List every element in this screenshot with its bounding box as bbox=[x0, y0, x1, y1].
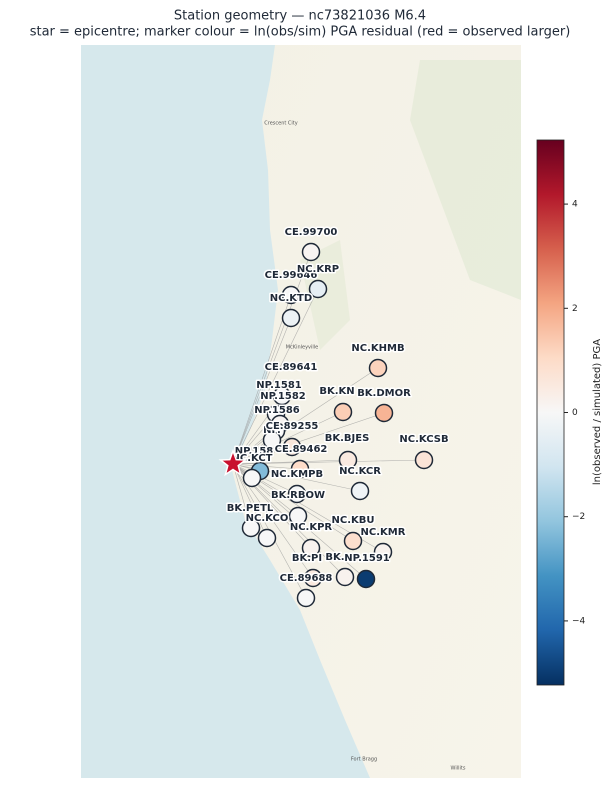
station-label: NC.KRP bbox=[297, 264, 339, 275]
station-marker bbox=[296, 588, 316, 608]
station-label: CE.89255 bbox=[266, 421, 319, 432]
station-marker bbox=[301, 242, 321, 262]
station-label: BK.PETL bbox=[227, 503, 274, 514]
colorbar-tick-label: 2 bbox=[572, 304, 578, 314]
station-marker bbox=[374, 403, 394, 423]
place-label: Fort Bragg bbox=[351, 757, 377, 763]
ray bbox=[232, 463, 268, 539]
ray bbox=[232, 251, 312, 465]
station-marker bbox=[290, 459, 310, 479]
station-marker bbox=[338, 450, 358, 470]
ray bbox=[232, 463, 252, 529]
station-marker bbox=[301, 538, 321, 558]
station-marker bbox=[242, 468, 262, 488]
station-label: NC.KBU bbox=[332, 515, 375, 526]
station-marker bbox=[281, 285, 301, 305]
station-marker bbox=[333, 402, 353, 422]
colorbar-tick-label: −4 bbox=[572, 616, 586, 626]
station-label: NC.KHMB bbox=[351, 343, 404, 354]
colorbar-tick-label: 0 bbox=[572, 408, 578, 418]
ray bbox=[232, 411, 344, 465]
station-label: NP. bbox=[263, 425, 281, 436]
station-label: BK.PI bbox=[292, 553, 322, 564]
station-marker bbox=[373, 542, 393, 562]
station-label: NC.KPR bbox=[290, 522, 333, 533]
station-label: NC.KTD bbox=[270, 293, 312, 304]
ray bbox=[232, 317, 292, 465]
station-marker bbox=[368, 358, 388, 378]
station-label: CE.89641 bbox=[265, 362, 318, 373]
station-label: BK. bbox=[325, 552, 344, 563]
station-marker bbox=[282, 437, 302, 457]
colorbar-tick-label: −2 bbox=[572, 512, 585, 522]
place-label: Crescent City bbox=[264, 121, 298, 127]
ray bbox=[232, 463, 299, 517]
subtitle: star = epicentre; marker colour = ln(obs… bbox=[30, 25, 571, 40]
ray bbox=[232, 412, 385, 465]
station-marker bbox=[262, 430, 282, 450]
station-label: NP.1582 bbox=[260, 391, 306, 402]
station-marker bbox=[287, 484, 307, 504]
station-marker bbox=[241, 518, 261, 538]
station-marker bbox=[257, 528, 277, 548]
station-label: BK.DMOR bbox=[357, 388, 411, 399]
station-label: NP.1586 bbox=[254, 405, 300, 416]
station-marker bbox=[356, 569, 376, 589]
station-marker bbox=[272, 386, 292, 406]
ray bbox=[232, 463, 298, 495]
station-label: BK.KN bbox=[319, 386, 354, 397]
station-label: CE.99646 bbox=[265, 270, 318, 281]
station-label: CE.89688 bbox=[280, 573, 333, 584]
epicentre bbox=[218, 448, 248, 477]
ray bbox=[232, 288, 319, 465]
place-labels: Crescent City McKinleyville Fort Bragg Will… bbox=[264, 121, 466, 772]
station-marker bbox=[343, 531, 363, 551]
ray bbox=[232, 413, 277, 465]
colorbar-tick-label: 4 bbox=[572, 200, 578, 210]
station-marker bbox=[414, 450, 434, 470]
station-marker bbox=[288, 506, 308, 526]
ray bbox=[232, 294, 292, 465]
station-marker bbox=[308, 279, 328, 299]
station-marker bbox=[281, 308, 301, 328]
station-label: NC.KCO bbox=[246, 513, 289, 524]
station-label: CE.89462 bbox=[275, 444, 328, 455]
station-marker bbox=[335, 567, 355, 587]
place-label: Willits bbox=[451, 766, 466, 772]
station-label: NC.KCR bbox=[339, 466, 381, 477]
colorbar bbox=[536, 139, 565, 686]
station-label: NP.1591 bbox=[344, 553, 390, 564]
station-label: NC.KCSB bbox=[399, 434, 448, 445]
station-label: CE.99700 bbox=[285, 227, 338, 238]
station-label: BK.BJES bbox=[325, 433, 370, 444]
station-label: NP.158 bbox=[235, 446, 274, 457]
station-marker bbox=[350, 481, 370, 501]
station-marker bbox=[303, 568, 323, 588]
station-label: NC.KMR bbox=[361, 527, 406, 538]
colorbar-label: ln(observed / simulated) PGA bbox=[592, 339, 603, 485]
station-label: NC.KMPB bbox=[271, 469, 323, 480]
station-label: BK.RBOW bbox=[271, 490, 325, 501]
title: Station geometry — nc73821036 M6.4 bbox=[174, 9, 426, 24]
place-label: McKinleyville bbox=[286, 345, 319, 351]
ray bbox=[232, 367, 379, 465]
station-label: NP.1581 bbox=[256, 380, 302, 391]
basemap bbox=[81, 45, 521, 778]
